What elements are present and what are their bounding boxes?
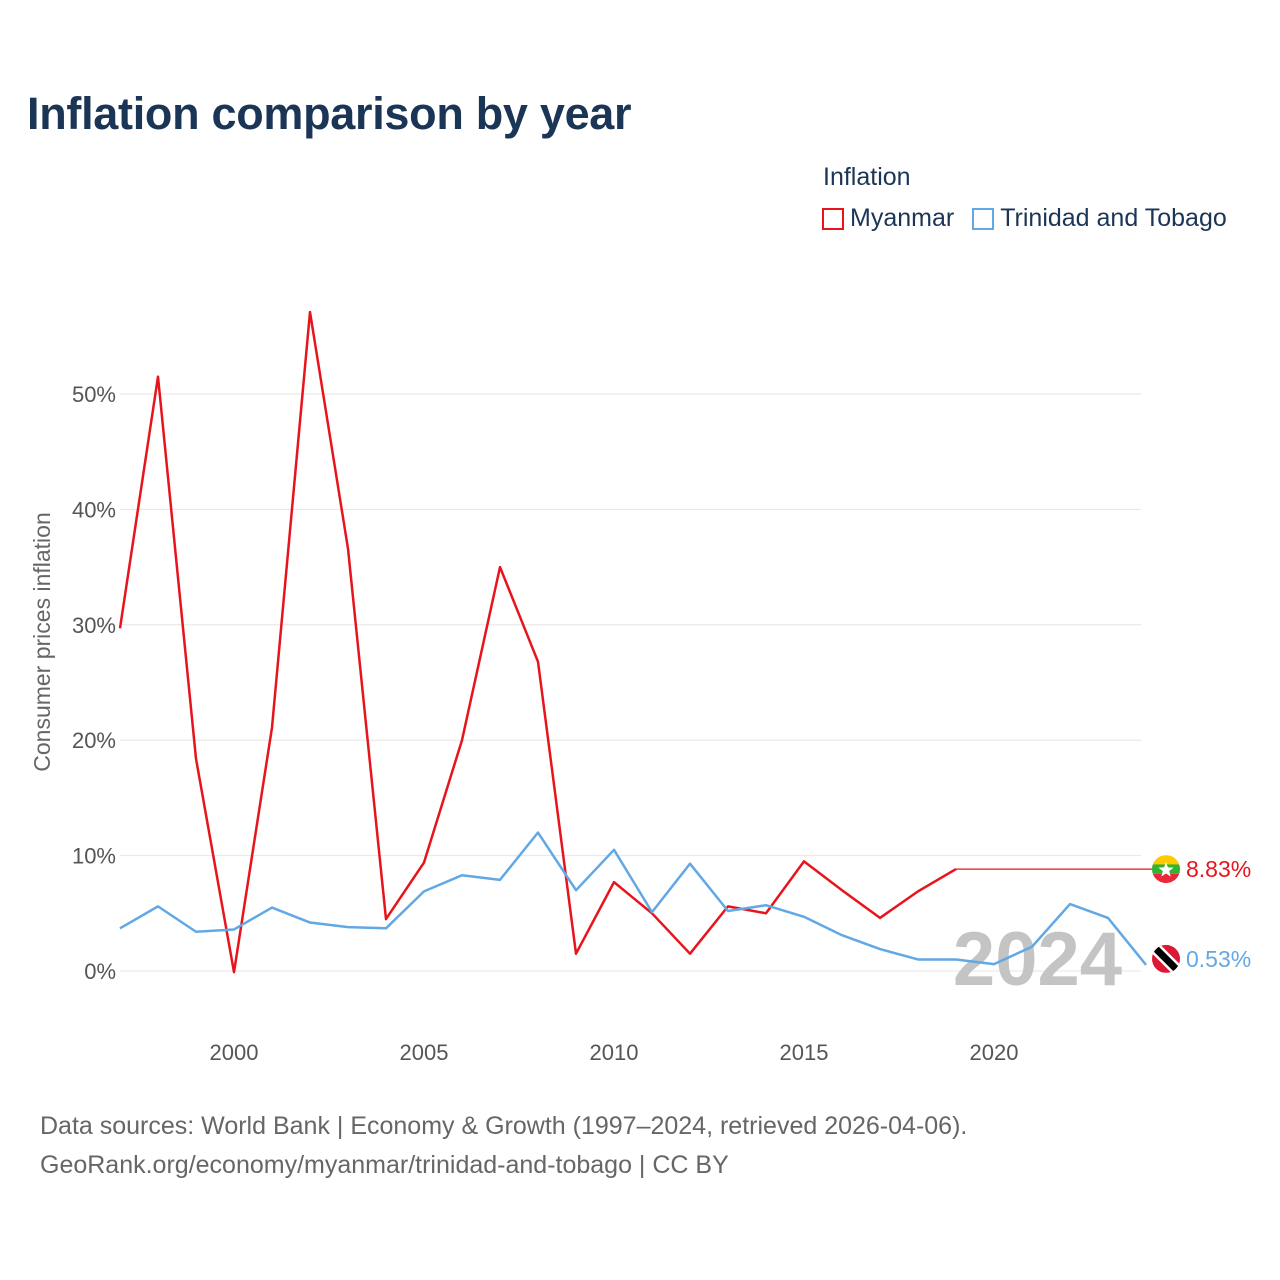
data-point-myanmar-2022: [1068, 867, 1072, 871]
y-axis-title: Consumer prices inflation: [29, 512, 55, 772]
legend-item-trinidad-and-tobago[interactable]: Trinidad and Tobago: [972, 204, 1227, 233]
legend-item-myanmar[interactable]: Myanmar: [822, 204, 954, 233]
data-point-myanmar-2014: [764, 911, 768, 915]
data-point-myanmar-2020: [992, 867, 996, 871]
x-tick-label: 2000: [210, 1040, 259, 1065]
data-point-trinidad-and-tobago-2008: [536, 831, 540, 835]
data-point-trinidad-and-tobago-2017: [878, 947, 882, 951]
data-point-myanmar-2007: [498, 565, 502, 569]
data-point-myanmar-1999: [194, 757, 198, 761]
data-point-trinidad-and-tobago-2023: [1106, 916, 1110, 920]
series-line-myanmar: [118, 310, 957, 974]
x-tick-label: 2015: [780, 1040, 829, 1065]
x-tick-label: 2010: [590, 1040, 639, 1065]
data-point-trinidad-and-tobago-2001: [270, 906, 274, 910]
data-point-myanmar-2009: [574, 952, 578, 956]
source-line-1: Data sources: World Bank | Economy & Gro…: [40, 1112, 968, 1140]
data-point-myanmar-2008: [536, 660, 540, 664]
data-point-trinidad-and-tobago-2009: [574, 888, 578, 892]
data-point-trinidad-and-tobago-2010: [612, 848, 616, 852]
data-point-myanmar-2016: [840, 888, 844, 892]
data-point-trinidad-and-tobago-1999: [194, 930, 198, 934]
flag-icon-trinidad-and-tobago: [1152, 944, 1180, 973]
legend-swatch-trinidad-and-tobago: [972, 207, 995, 230]
data-point-trinidad-and-tobago-2000: [232, 927, 236, 931]
data-point-trinidad-and-tobago-2018: [916, 957, 920, 961]
data-point-trinidad-and-tobago-2014: [764, 903, 768, 907]
data-point-trinidad-and-tobago-2006: [460, 873, 464, 877]
data-point-trinidad-and-tobago-2011: [650, 910, 654, 914]
y-tick-label: 0%: [84, 959, 116, 984]
flag-icon-myanmar: [1152, 855, 1180, 884]
data-point-myanmar-2017: [878, 916, 882, 920]
data-point-myanmar-2006: [460, 738, 464, 742]
legend-label-trinidad-and-tobago: Trinidad and Tobago: [1000, 204, 1227, 232]
end-value-label-trinidad-and-tobago: 0.53%: [1186, 946, 1251, 972]
x-tick-label: 2020: [970, 1040, 1019, 1065]
data-point-trinidad-and-tobago-1998: [156, 904, 160, 908]
x-tick-label: 2005: [400, 1040, 449, 1065]
data-point-trinidad-and-tobago-1997: [118, 926, 122, 930]
data-point-myanmar-2003: [346, 547, 350, 551]
data-point-trinidad-and-tobago-2004: [384, 926, 388, 930]
data-point-trinidad-and-tobago-2007: [498, 878, 502, 882]
y-tick-label: 10%: [72, 844, 116, 869]
chart-title: Inflation comparison by year: [27, 88, 632, 139]
line-chart: 0% 10% 20% 30% 40% 50% 2000 2005 2010 2015 2020 Con…: [29, 310, 1251, 1065]
data-point-trinidad-and-tobago-2022: [1068, 902, 1072, 906]
series-line-trinidad-and-tobago: [119, 831, 1147, 966]
y-tick-label: 50%: [72, 382, 116, 407]
legend-swatch-myanmar: [822, 207, 844, 230]
data-point-myanmar-2010: [612, 880, 616, 884]
data-point-myanmar-2001: [270, 726, 274, 730]
y-tick-label: 30%: [72, 613, 116, 638]
data-point-trinidad-and-tobago-2019: [954, 957, 958, 961]
data-point-myanmar-2012: [688, 952, 692, 956]
y-tick-label: 20%: [72, 728, 116, 753]
data-point-trinidad-and-tobago-2002: [308, 921, 312, 925]
data-point-myanmar-2004: [384, 917, 388, 921]
legend-title: Inflation: [823, 163, 911, 191]
data-point-myanmar-1998: [156, 375, 160, 379]
source-line-2[interactable]: GeoRank.org/economy/myanmar/trinidad-and…: [40, 1151, 729, 1179]
legend-label-myanmar: Myanmar: [850, 204, 955, 232]
data-point-trinidad-and-tobago-2012: [688, 862, 692, 866]
data-point-trinidad-and-tobago-2003: [346, 925, 350, 929]
data-point-trinidad-and-tobago-2024: [1144, 963, 1148, 967]
data-point-trinidad-and-tobago-2021: [1030, 945, 1034, 949]
data-point-myanmar-1997: [118, 626, 122, 630]
data-point-trinidad-and-tobago-2015: [802, 915, 806, 919]
data-point-trinidad-and-tobago-2016: [840, 933, 844, 937]
data-source: Data sources: World Bank | Economy & Gro…: [40, 1107, 967, 1185]
data-point-myanmar-2002: [308, 310, 312, 314]
data-point-myanmar-2024: [1144, 867, 1148, 871]
data-point-myanmar-2018: [916, 889, 920, 893]
legend: Myanmar Trinidad and Tobago: [822, 204, 1245, 233]
end-value-label-myanmar: 8.83%: [1186, 856, 1251, 882]
current-year-label: 2024: [953, 917, 1122, 1002]
data-point-myanmar-2005: [422, 861, 426, 865]
data-point-myanmar-2021: [1030, 867, 1034, 871]
data-point-trinidad-and-tobago-2020: [992, 962, 996, 966]
y-tick-label: 40%: [72, 497, 116, 522]
data-point-myanmar-2019: [954, 867, 958, 871]
data-point-myanmar-2023: [1106, 867, 1110, 871]
data-point-myanmar-2015: [802, 859, 806, 863]
data-point-myanmar-2000: [232, 970, 236, 974]
data-point-trinidad-and-tobago-2013: [726, 909, 730, 913]
data-point-trinidad-and-tobago-2005: [422, 889, 426, 893]
